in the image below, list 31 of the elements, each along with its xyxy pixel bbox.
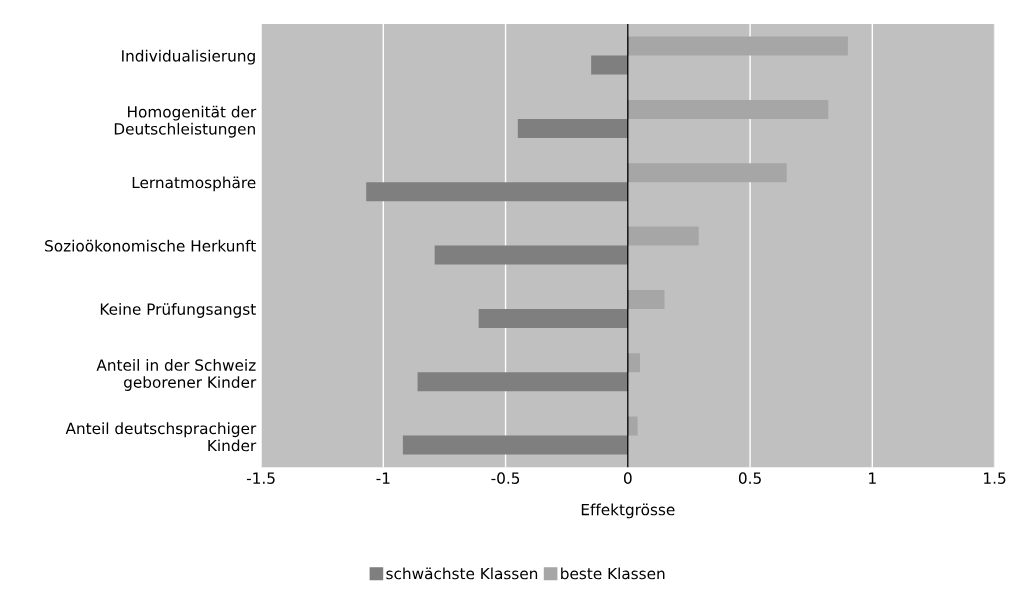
y-tick-label: Homogenität der Deutschleistungen	[114, 105, 257, 138]
x-tick-label: 1.5	[984, 472, 1006, 484]
y-tick-label: Anteil deutschsprachiger Kinder	[65, 422, 257, 452]
bar	[366, 182, 628, 202]
y-tick-label: Lernatmosphäre	[132, 176, 256, 192]
bar	[627, 289, 665, 309]
x-tick-label: -1.5	[246, 472, 275, 484]
x-tick-label: 0	[623, 472, 632, 484]
x-tick-label: -1	[376, 472, 390, 484]
bar	[627, 36, 848, 56]
y-tick-label: Keine Prüfungsangst	[100, 303, 256, 318]
x-tick-label: 1	[869, 472, 876, 484]
bar	[478, 308, 628, 328]
legend-label: schwächste Klassen	[386, 567, 538, 580]
bar	[417, 372, 628, 392]
bar	[627, 99, 829, 119]
legend-label: beste Klassen	[561, 567, 665, 580]
bar	[517, 118, 628, 138]
y-tick-label: Individualisierung	[122, 49, 255, 65]
x-axis-title: Effektgrösse	[581, 503, 675, 519]
bar	[402, 435, 628, 455]
bar	[627, 416, 638, 436]
bar	[627, 353, 641, 373]
x-tick-label: 0.5	[738, 472, 761, 484]
bar	[627, 163, 787, 183]
y-tick-label: Anteil in der Schweiz geborener Kinder	[96, 359, 257, 391]
bar	[434, 245, 628, 265]
y-tick-label: Sozioökonomische Herkunft	[45, 239, 256, 252]
x-tick-label: -0.5	[491, 472, 520, 484]
bar	[627, 226, 699, 246]
bar	[591, 55, 628, 75]
